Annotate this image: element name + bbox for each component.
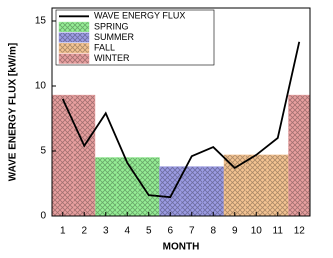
x-tick-label: 12 <box>294 226 306 237</box>
bar <box>245 154 268 217</box>
y-tick-label: 10 <box>35 81 47 92</box>
legend-label: WINTER <box>94 53 130 63</box>
x-tick-label: 6 <box>167 226 173 237</box>
legend-swatch <box>58 43 90 54</box>
y-tick-label: 15 <box>35 16 47 27</box>
legend-label: FALL <box>94 42 115 52</box>
x-tick-label: 9 <box>232 226 238 237</box>
bar <box>180 166 203 217</box>
bar <box>94 157 117 217</box>
line <box>61 41 301 199</box>
x-tick-label: 10 <box>251 226 263 237</box>
legend-label: SPRING <box>94 21 129 31</box>
bar <box>202 166 225 217</box>
x-tick-label: 4 <box>124 226 130 237</box>
legend-swatch <box>58 32 90 43</box>
bar <box>266 154 289 217</box>
x-tick-label: 2 <box>81 226 87 237</box>
plot-frame <box>51 7 311 217</box>
bar <box>73 94 96 217</box>
legend-label: SUMMER <box>94 32 134 42</box>
bar <box>137 157 160 217</box>
bar <box>288 94 311 217</box>
bar <box>116 157 139 217</box>
x-tick-label: 7 <box>189 226 195 237</box>
y-tick-label: 5 <box>40 146 46 157</box>
x-axis-label: MONTH <box>163 242 200 253</box>
x-tick-label: 11 <box>273 226 284 237</box>
x-tick-label: 3 <box>103 226 109 237</box>
y-axis-label: WAVE ENERGY FLUX [kW/m] <box>8 43 19 182</box>
legend-swatch <box>58 21 90 32</box>
legend-label: WAVE ENERGY FLUX <box>94 11 185 21</box>
x-tick-label: 1 <box>60 226 66 237</box>
legend-swatch <box>58 53 90 64</box>
y-tick-label: 0 <box>40 211 46 222</box>
bar <box>159 166 182 217</box>
x-tick-label: 8 <box>210 226 216 237</box>
x-tick-label: 5 <box>146 226 152 237</box>
